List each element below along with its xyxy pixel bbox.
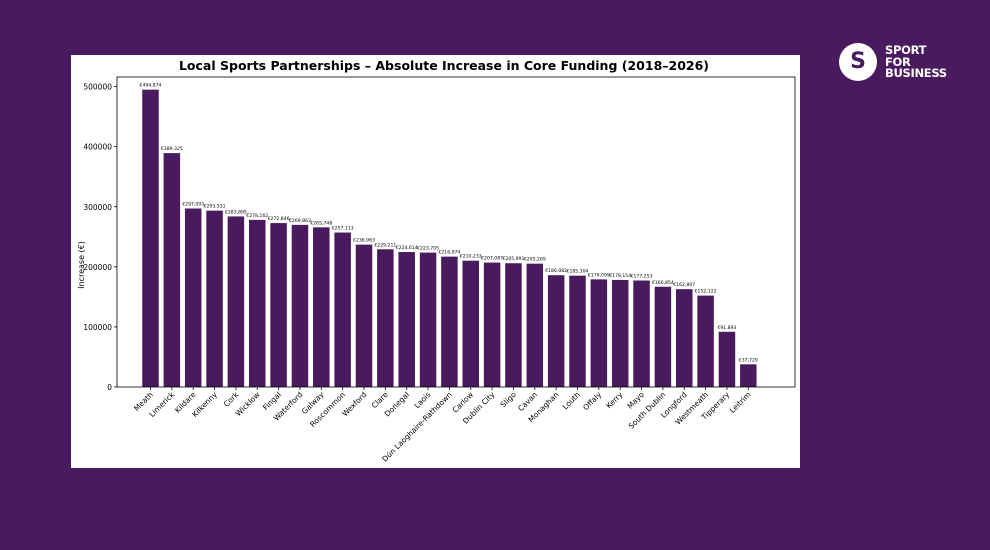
bar-meath [142,89,159,388]
y-tick-label: 100000 [83,323,112,332]
x-tick-label: Kerry [604,390,625,411]
data-label: €177,253 [631,274,653,280]
bar-monaghan [547,275,565,387]
y-tick-label: 500000 [83,83,112,92]
bar-dublin-city [483,262,501,387]
bar-kildare [184,208,202,387]
bar-offaly [590,279,608,387]
bar-fingal [270,223,287,387]
y-tick-label: 300000 [83,203,112,212]
bar-tipperary [718,331,736,387]
data-label: €166,854 [652,280,674,286]
x-tick-label: Louth [561,390,582,411]
y-tick-label: 400000 [83,143,112,152]
data-label: €236,963 [353,238,375,244]
data-label: €283,895 [225,209,247,215]
bar-donegal [398,252,415,387]
bar-westmeath [697,295,714,387]
sport-for-business-logo: S SPORT FOR BUSINESS [839,43,959,83]
data-label: €272,846 [268,216,290,222]
bar-wexford [355,244,373,387]
data-label: €205,269 [524,257,546,263]
data-label: €179,099 [588,272,610,278]
data-label: €257,113 [332,226,354,232]
data-label: €205,991 [502,256,524,262]
data-label: €293,531 [204,204,226,210]
bar-carlow [462,260,479,387]
bar-south-dublin [654,286,672,387]
bar-laois [419,252,437,387]
data-label: €207,087 [481,256,503,262]
data-label: €37,729 [739,357,758,363]
data-label: €223,705 [417,246,439,252]
x-tick-label: Leitrim [728,390,753,415]
bar-kerry [611,279,629,387]
bar-louth [569,275,586,387]
x-tick-label: Offaly [581,390,603,412]
data-label: €178,154 [609,273,631,279]
logo-mark-icon: S [839,43,877,81]
bar-leitrim [740,364,757,387]
data-label: €389,325 [161,146,183,152]
bar-kilkenny [206,210,223,387]
bar-sligo [505,263,522,387]
bar-longford [676,289,693,387]
bar-cavan [526,263,544,387]
data-label: €278,162 [246,213,268,219]
plot-frame [116,76,796,388]
data-label: €216,974 [438,250,460,256]
chart-title: Local Sports Partnerships – Absolute Inc… [179,58,709,73]
bar-waterford [291,224,309,387]
data-label: €224,614 [396,245,418,251]
data-label: €152,122 [695,289,717,295]
bar-mayo [633,280,650,387]
data-label: €162,807 [673,282,695,288]
bar-wicklow [249,219,266,387]
bar-galway [313,227,330,387]
logo-line-1: SPORT [885,43,927,57]
data-label: €494,874 [140,83,162,89]
x-tick-label: Cork [222,390,241,409]
data-label: €186,082 [545,268,567,274]
y-axis-label: Increase (€) [77,241,86,289]
bar-chart: Local Sports Partnerships – Absolute Inc… [77,58,796,464]
data-label: €91,893 [717,325,736,331]
data-label: €297,093 [182,202,204,208]
data-label: €265,748 [310,220,332,226]
bar-limerick [163,153,181,387]
y-tick-label: 200000 [83,263,112,272]
bar-roscommon [334,232,351,387]
logo-line-3: BUSINESS [885,66,947,80]
data-label: €210,233 [460,254,482,260]
data-label: €185,304 [567,269,589,275]
chart-panel: Local Sports Partnerships – Absolute Inc… [71,55,800,468]
bar-d-n-laoghaire-rathdown [441,256,458,387]
logo-line-2: FOR [885,54,911,69]
data-label: €269,863 [289,218,311,224]
y-tick-label: 0 [107,383,112,392]
bar-cork [227,216,245,387]
bar-clare [377,249,394,387]
data-label: €229,211 [374,242,396,248]
